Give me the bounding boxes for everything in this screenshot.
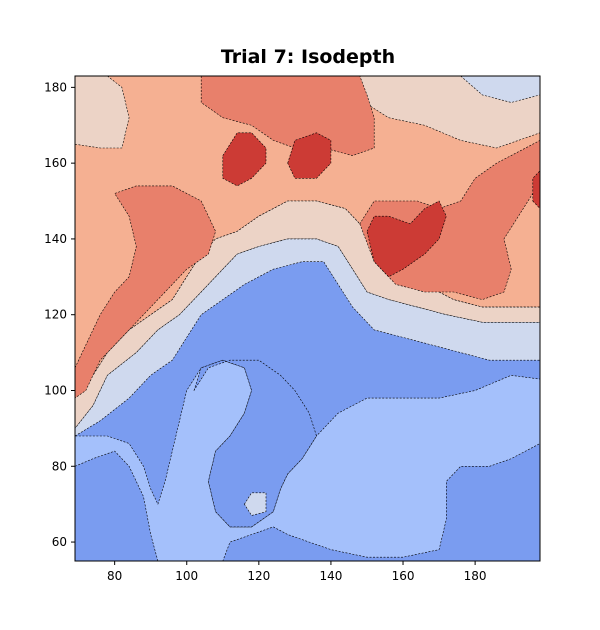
y-tick-label: 80: [52, 459, 67, 473]
x-tick-label: 80: [107, 569, 122, 583]
x-tick-label: 160: [392, 569, 415, 583]
x-tick-label: 180: [464, 569, 487, 583]
contour-region-level-6: [75, 185, 216, 399]
y-tick-label: 120: [44, 308, 67, 322]
y-tick-label: 140: [44, 232, 67, 246]
x-tick-label: 120: [247, 569, 270, 583]
x-tick-label: 140: [319, 569, 342, 583]
contour-region-level-3: [75, 238, 540, 437]
x-tick-label: 100: [175, 569, 198, 583]
contour-region-level-6: [200, 76, 375, 156]
x-axis: 80 100 120 140 160 180: [107, 561, 487, 583]
contour-region-level-3: [244, 492, 267, 516]
contour-region-level-3: [460, 76, 540, 103]
y-tick-label: 60: [52, 535, 67, 549]
plot-frame: [74, 75, 541, 562]
y-tick-label: 100: [44, 383, 67, 397]
y-tick-label: 160: [44, 156, 67, 170]
contour-region-level-7: [366, 200, 447, 278]
contour-region-level-1: [193, 359, 317, 528]
contour-region-level-2: [75, 359, 540, 561]
chart-title: Trial 7: Isodepth: [220, 46, 396, 68]
contour-region-level-7: [287, 132, 332, 179]
contour-region-level-7: [222, 132, 267, 187]
y-axis: 60 80 100 120 140 160 180: [44, 80, 75, 549]
contour-region-level-4: [75, 76, 130, 149]
y-tick-label: 180: [44, 80, 67, 94]
contour-region-level-7: [532, 170, 540, 209]
contour-regions: [75, 76, 540, 561]
